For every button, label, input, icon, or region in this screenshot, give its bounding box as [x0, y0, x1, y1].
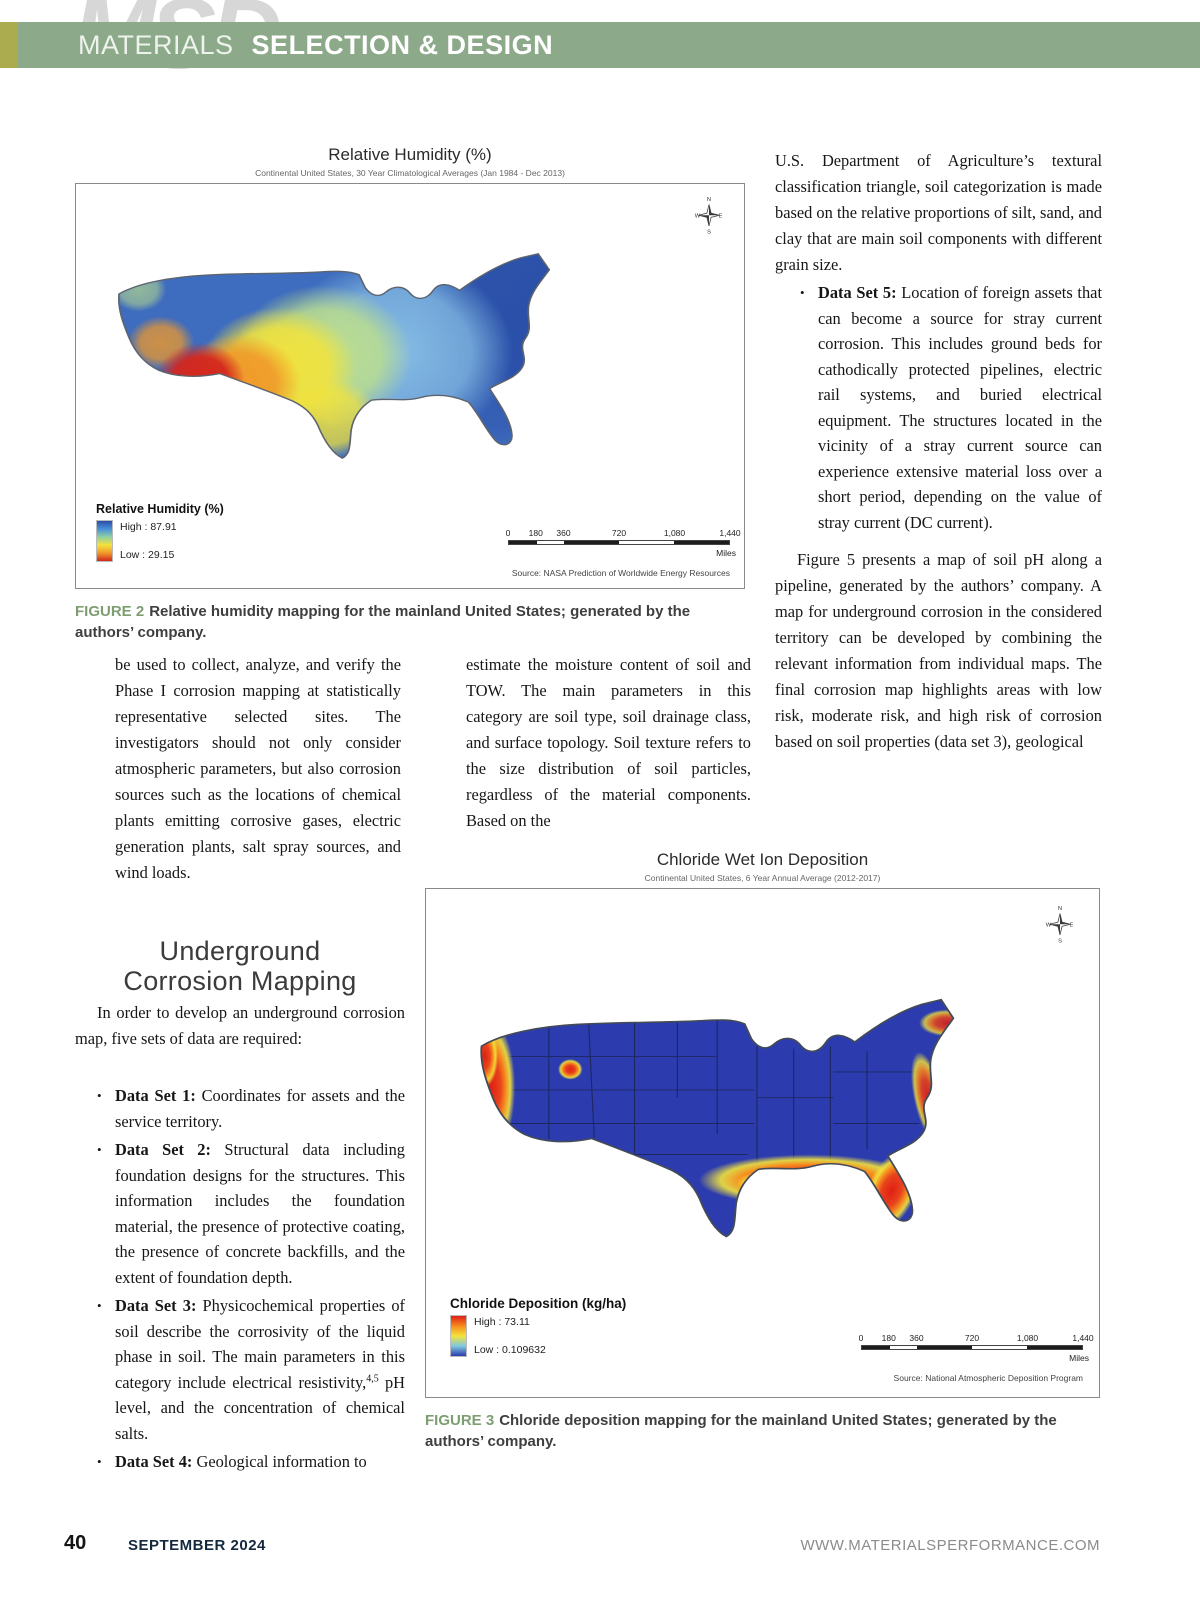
caption-label: FIGURE 3 [425, 1412, 495, 1429]
data-set-text: pH level, and the concentration of chemi… [115, 1372, 405, 1443]
section-banner-title: MATERIALS SELECTION & DESIGN [78, 30, 553, 61]
scale-bar: 0 180 360 720 1,080 1,440 Miles [505, 528, 741, 558]
svg-text:W: W [695, 214, 701, 220]
paragraph-textural-classification: U.S. Department of Agriculture’s textura… [775, 151, 1102, 274]
svg-text:W: W [1046, 923, 1052, 929]
column-middle-text: estimate the moisture content of soil an… [466, 655, 751, 830]
scale-unit: Miles [1069, 1353, 1089, 1363]
column-left-text: be used to collect, analyze, and verify … [115, 655, 401, 882]
legend-title: Chloride Deposition (kg/ha) [450, 1296, 627, 1311]
figure-3-caption: FIGURE 3 Chloride deposition mapping for … [425, 1410, 1100, 1452]
header-band: MATERIALS SELECTION & DESIGN [0, 22, 1200, 68]
bullet-icon: • [97, 1142, 102, 1157]
data-set-text: Physicochemical properties of soil descr… [115, 1296, 405, 1392]
scale-tick: 1,440 [1072, 1333, 1094, 1343]
scale-tick: 1,080 [663, 528, 686, 538]
data-set-text: Location of foreign assets that can beco… [818, 283, 1102, 532]
scale-tick: 180 [528, 528, 543, 538]
svg-text:N: N [707, 197, 711, 203]
scale-tick: 0 [505, 528, 511, 538]
data-set-label: Data Set 5: [818, 283, 897, 302]
scale-tick: 720 [964, 1333, 980, 1343]
bullet-icon: • [97, 1454, 102, 1469]
legend-low-value: Low : 29.15 [120, 549, 175, 561]
source-note: Source: National Atmospheric Deposition … [893, 1373, 1083, 1383]
legend-high-value: High : 87.91 [120, 521, 177, 533]
map-legend: Relative Humidity (%) High : 87.91 Low :… [96, 502, 224, 562]
data-set-label: Data Set 4: [115, 1452, 193, 1471]
data-set-list: • Data Set 1: Coordinates for assets and… [75, 1080, 405, 1475]
state-borders [481, 1020, 932, 1165]
caption-text: Relative humidity mapping for the mainla… [75, 603, 691, 641]
banner-title-bold: SELECTION & DESIGN [251, 29, 554, 60]
paragraph-figure-5: Figure 5 presents a map of soil pH along… [775, 550, 1102, 751]
footer-website: WWW.MATERIALSPERFORMANCE.COM [800, 1537, 1100, 1554]
scale-tick: 1,440 [719, 528, 741, 538]
scale-tick: 180 [881, 1333, 896, 1343]
scale-tick: 1,080 [1016, 1333, 1039, 1343]
data-set-label: Data Set 2: [115, 1140, 211, 1159]
map-subtitle: Continental United States, 30 Year Clima… [255, 168, 565, 178]
svg-text:E: E [719, 214, 723, 220]
caption-text: Chloride deposition mapping for the main… [425, 1412, 1057, 1450]
list-item-data-set-5: • Data Set 5: Location of foreign assets… [775, 280, 1102, 535]
source-note: Source: NASA Prediction of Worldwide Ene… [511, 568, 730, 578]
data-set-text: Coordinates for assets and the service t… [115, 1086, 405, 1131]
legend-title: Relative Humidity (%) [96, 502, 224, 516]
banner-title-light: MATERIALS [78, 29, 234, 60]
column-right: U.S. Department of Agriculture’s textura… [775, 148, 1102, 755]
list-item-data-set-3: • Data Set 3: Physicochemical properties… [75, 1293, 405, 1446]
legend-color-ramp [450, 1315, 467, 1357]
map-legend: Chloride Deposition (kg/ha) High : 73.11… [450, 1296, 626, 1357]
caption-label: FIGURE 2 [75, 603, 145, 620]
legend-low-value: Low : 0.109632 [474, 1344, 546, 1356]
compass-rose-icon: N W E S [1046, 906, 1074, 944]
section-heading: Underground Corrosion Mapping [75, 936, 405, 996]
section-intro: In order to develop an underground corro… [75, 1003, 405, 1048]
section-heading-line1: Underground [159, 936, 321, 966]
bullet-icon: • [97, 1088, 102, 1103]
list-item-data-set-4: • Data Set 4: Geological information to [75, 1449, 405, 1475]
legend-color-ramp [96, 520, 113, 562]
svg-text:S: S [707, 229, 711, 235]
map-canvas: N W E S [425, 888, 1100, 1398]
us-relative-humidity-map [117, 253, 551, 459]
scale-tick: 360 [556, 528, 571, 538]
map-canvas: N W E S [75, 183, 745, 589]
us-chloride-deposition-map [480, 998, 955, 1238]
list-item-data-set-2: • Data Set 2: Structural data including … [75, 1137, 405, 1290]
scale-bar-segments [508, 540, 730, 545]
map-subtitle: Continental United States, 6 Year Annual… [644, 873, 881, 883]
legend-high-value: High : 73.11 [474, 1316, 530, 1328]
scale-tick: 360 [909, 1333, 924, 1343]
scale-unit: Miles [716, 548, 736, 558]
scale-tick: 0 [858, 1333, 864, 1343]
data-set-text: Geological information to [196, 1452, 367, 1471]
section-heading-line2: Corrosion Mapping [123, 966, 357, 996]
svg-text:N: N [1058, 906, 1062, 912]
data-set-text: Structural data including foundation des… [115, 1140, 405, 1287]
bullet-icon: • [97, 1298, 102, 1313]
figure-3: Chloride Wet Ion Deposition Continental … [425, 850, 1100, 1452]
svg-text:S: S [1058, 938, 1062, 944]
figure-2: Relative Humidity (%) Continental United… [75, 145, 745, 643]
map-title: Relative Humidity (%) [328, 145, 492, 164]
map-title: Chloride Wet Ion Deposition [656, 850, 869, 869]
scale-bar-segments [861, 1345, 1083, 1350]
footnote-ref: 4,5 [366, 1373, 379, 1385]
data-set-label: Data Set 1: [115, 1086, 196, 1105]
svg-text:E: E [1070, 923, 1074, 929]
compass-rose-icon: N W E S [695, 197, 723, 235]
figure-2-caption: FIGURE 2 Relative humidity mapping for th… [75, 601, 745, 643]
scale-bar: 0 180 360 720 1,080 1,440 Miles [858, 1333, 1094, 1363]
list-item-data-set-1: • Data Set 1: Coordinates for assets and… [75, 1083, 405, 1134]
scale-tick: 720 [611, 528, 627, 538]
data-set-label: Data Set 3: [115, 1296, 197, 1315]
footer-page-number: 40 [64, 1532, 87, 1554]
bullet-icon: • [800, 285, 805, 300]
header-accent-bar [0, 22, 18, 68]
footer-issue-date: SEPTEMBER 2024 [128, 1537, 266, 1554]
